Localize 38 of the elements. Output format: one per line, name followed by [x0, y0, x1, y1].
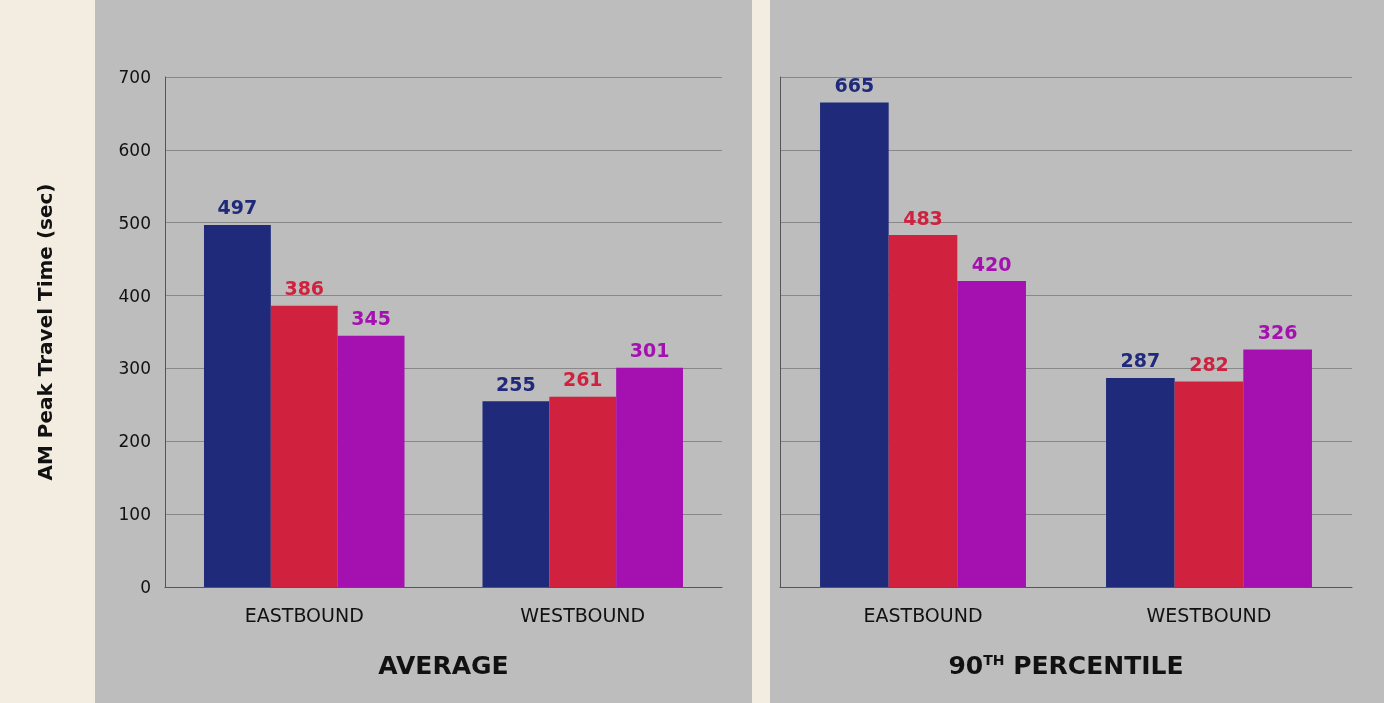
y-tick-label: 400	[118, 285, 151, 306]
bar	[1174, 381, 1244, 587]
y-tick-label: 200	[118, 431, 151, 452]
bar	[270, 305, 338, 587]
y-tick-label: 0	[140, 577, 151, 597]
bar	[1243, 349, 1312, 587]
y-tick-label: 100	[118, 504, 151, 525]
data-label: 282	[1189, 353, 1229, 376]
data-label: 255	[496, 372, 536, 395]
x-tick-label: WESTBOUND	[520, 603, 646, 626]
data-label: 345	[351, 307, 391, 330]
data-label: 287	[1120, 349, 1161, 372]
bar	[820, 102, 889, 587]
data-label: 665	[834, 74, 875, 96]
bar	[337, 335, 405, 587]
y-tick-label: 300	[118, 358, 151, 379]
x-tick-label: EASTBOUND	[863, 603, 983, 626]
bar	[616, 367, 684, 587]
x-tick-label: EASTBOUND	[244, 603, 364, 626]
data-label: 420	[971, 252, 1012, 275]
data-label: 301	[629, 339, 670, 362]
data-label: 483	[903, 206, 943, 229]
y-axis-title: AM Peak Travel Time (sec)	[33, 183, 57, 481]
bar	[888, 235, 958, 587]
x-tick-label: WESTBOUND	[1146, 603, 1272, 626]
bar	[203, 224, 271, 587]
bar	[957, 281, 1026, 587]
y-tick-label: 500	[118, 212, 151, 233]
y-tick-label: 600	[118, 139, 151, 160]
bar	[1106, 377, 1175, 587]
bar	[549, 396, 617, 587]
bar	[482, 401, 550, 587]
y-tick-label: 700	[118, 67, 151, 87]
data-label: 261	[562, 368, 603, 391]
data-label: 497	[217, 196, 258, 219]
x-axis-title: AVERAGE	[378, 651, 509, 680]
data-label: 386	[284, 277, 325, 300]
data-label: 326	[1257, 320, 1298, 343]
